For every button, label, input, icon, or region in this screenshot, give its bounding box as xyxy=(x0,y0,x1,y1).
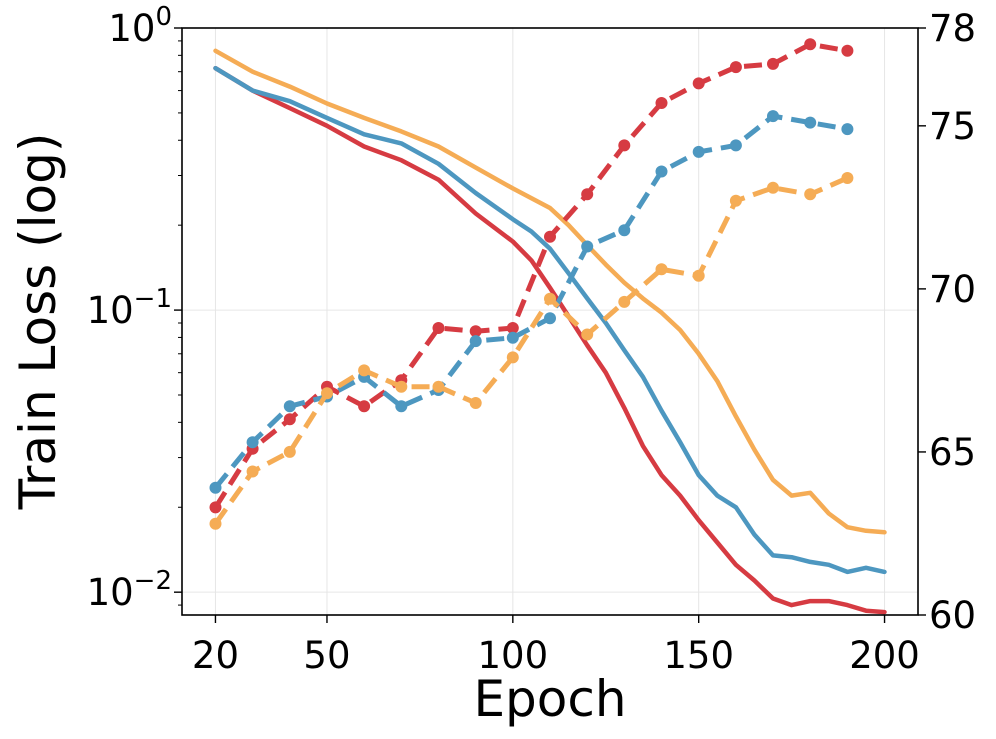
accuracy-line-orange xyxy=(213,175,849,526)
accuracy-point-blue xyxy=(283,400,296,413)
accuracy-point-orange xyxy=(692,269,705,282)
accuracy-point-blue xyxy=(767,110,779,123)
accuracy-line-red xyxy=(213,41,848,509)
accuracy-point-blue xyxy=(729,139,742,152)
accuracy-point-orange xyxy=(395,380,408,393)
accuracy-point-blue xyxy=(246,436,259,449)
accuracy-point-blue xyxy=(804,116,817,129)
accuracy-point-orange xyxy=(246,465,259,478)
accuracy-point-red xyxy=(469,325,482,338)
accuracy-point-red xyxy=(432,322,445,334)
y-left-tick-label: 10−1 xyxy=(87,284,172,332)
y-right-tick-label: 65 xyxy=(929,431,976,474)
accuracy-point-red xyxy=(767,57,779,70)
accuracy-point-red xyxy=(283,413,296,426)
x-tick-label: 200 xyxy=(849,634,920,677)
accuracy-point-orange xyxy=(804,188,817,201)
accuracy-line-blue xyxy=(213,113,848,490)
loss-line-red xyxy=(213,65,887,615)
x-axis: 20 50 100 150 200 xyxy=(192,615,920,677)
accuracy-point-red xyxy=(655,97,668,109)
y-right-tick-label: 70 xyxy=(929,268,976,311)
y-axis-left: 100 10−1 10−2 xyxy=(87,2,182,614)
accuracy-point-blue xyxy=(544,312,556,325)
accuracy-point-red xyxy=(506,322,519,334)
accuracy-point-blue xyxy=(655,165,668,178)
x-tick-label: 20 xyxy=(192,634,239,677)
accuracy-point-red xyxy=(841,44,854,57)
x-axis-title: Epoch xyxy=(473,670,626,728)
accuracy-point-red xyxy=(581,188,594,201)
accuracy-point-blue xyxy=(841,123,854,136)
accuracy-point-orange xyxy=(358,364,371,377)
accuracy-point-red xyxy=(692,77,705,90)
accuracy-point-orange xyxy=(469,397,482,409)
accuracy-point-orange xyxy=(655,263,668,276)
accuracy-point-orange xyxy=(321,387,333,400)
accuracy-point-blue xyxy=(506,331,519,344)
y-axis-right: 60 65 70 75 78 xyxy=(918,7,976,637)
accuracy-point-red xyxy=(358,400,371,413)
y-left-tick-label: 10−2 xyxy=(87,566,172,614)
accuracy-point-orange xyxy=(506,351,519,364)
accuracy-point-orange xyxy=(432,380,445,393)
y-right-tick-label: 78 xyxy=(929,7,976,50)
loss-line-blue xyxy=(213,65,887,575)
accuracy-point-red xyxy=(544,230,556,243)
accuracy-point-orange xyxy=(618,295,631,308)
accuracy-point-orange xyxy=(283,445,296,458)
accuracy-point-orange xyxy=(841,172,854,184)
y-left-tick-label: 100 xyxy=(108,2,172,50)
accuracy-point-orange xyxy=(581,328,594,341)
accuracy-point-blue xyxy=(395,400,408,413)
accuracy-point-blue xyxy=(209,481,222,494)
y-right-tick-label: 60 xyxy=(929,594,976,637)
x-tick-label: 50 xyxy=(303,634,350,677)
accuracy-point-orange xyxy=(767,181,779,194)
accuracy-point-red xyxy=(729,61,742,74)
accuracy-point-orange xyxy=(544,292,556,305)
y-axis-title: Train Loss (log) xyxy=(9,133,67,511)
plot-frame xyxy=(181,27,919,616)
accuracy-point-orange xyxy=(209,517,222,530)
series-layer xyxy=(209,38,887,615)
accuracy-point-red xyxy=(618,139,631,152)
x-tick-label: 100 xyxy=(478,634,549,677)
accuracy-point-blue xyxy=(581,240,594,253)
x-tick-label: 150 xyxy=(663,634,734,677)
accuracy-point-red xyxy=(209,501,222,514)
y-right-tick-label: 75 xyxy=(929,105,976,148)
accuracy-point-orange xyxy=(729,194,742,207)
accuracy-point-red xyxy=(804,38,817,51)
accuracy-point-blue xyxy=(692,145,705,158)
accuracy-point-blue xyxy=(618,224,631,237)
accuracy-point-blue xyxy=(469,335,482,348)
